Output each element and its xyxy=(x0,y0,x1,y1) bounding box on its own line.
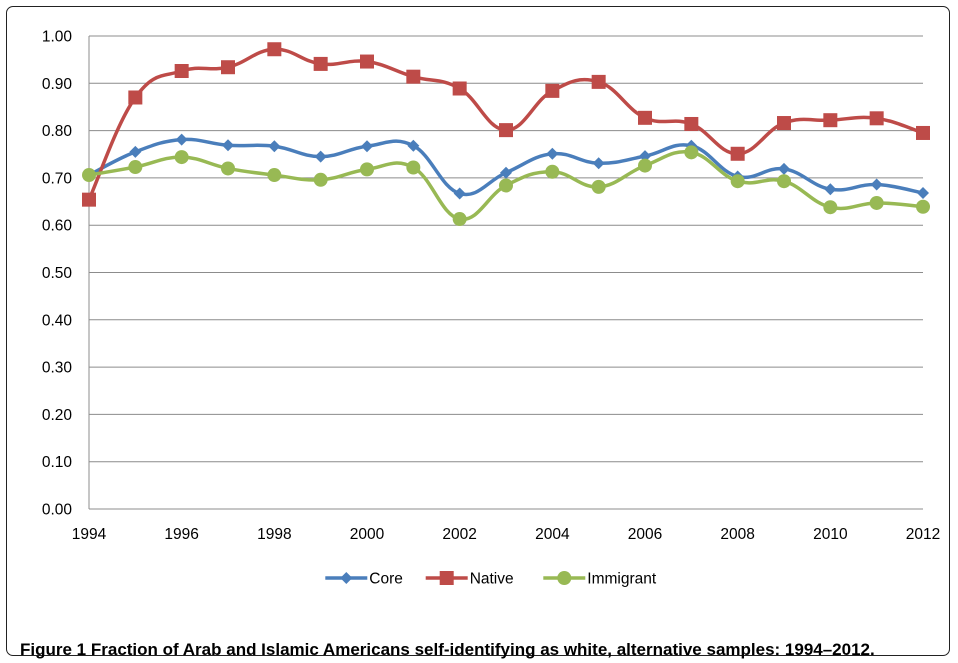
data-point-immigrant xyxy=(267,168,282,183)
y-tick-labels: 0.00 0.10 0.20 0.30 0.40 0.50 0.60 0.70 0.80 0.90… xyxy=(42,29,73,519)
legend-label-core: Core xyxy=(369,571,403,588)
x-tick-labels: 1994 1996 1998 2000 2002 2004 2006 2008 2010 2012 xyxy=(72,526,940,543)
y-tick-label: 0.20 xyxy=(42,407,73,424)
data-point-native xyxy=(267,42,282,57)
legend-marker-immigrant xyxy=(557,571,572,585)
data-point-native xyxy=(452,81,467,96)
line-chart: 0.00 0.10 0.20 0.30 0.40 0.50 0.60 0.70 0.80 0.90… xyxy=(42,29,940,588)
data-point-immigrant xyxy=(452,212,467,227)
data-point-core xyxy=(639,150,651,163)
data-point-core xyxy=(500,166,512,179)
x-tick-label: 2004 xyxy=(535,526,570,543)
figure-caption: Figure 1 Fraction of Arab and Islamic Am… xyxy=(20,637,920,663)
data-point-immigrant xyxy=(128,160,143,175)
y-tick-label: 0.70 xyxy=(42,170,73,187)
data-point-core xyxy=(824,183,837,196)
data-point-core xyxy=(917,187,929,200)
data-point-immigrant xyxy=(916,199,930,214)
x-tick-label: 2002 xyxy=(442,526,476,543)
data-point-core xyxy=(361,140,373,153)
data-point-immigrant xyxy=(221,161,235,176)
data-point-core xyxy=(592,157,605,170)
legend-label-native: Native xyxy=(470,571,514,588)
figure-frame xyxy=(6,6,950,656)
data-point-immigrant xyxy=(499,178,513,193)
data-point-immigrant xyxy=(545,164,560,179)
data-point-immigrant xyxy=(638,158,652,173)
y-tick-label: 0.00 xyxy=(42,502,73,519)
data-point-native xyxy=(174,64,189,79)
x-tick-label: 1998 xyxy=(257,526,291,543)
gridlines xyxy=(89,35,923,463)
data-point-native xyxy=(360,54,374,69)
data-point-native xyxy=(591,74,606,89)
axes xyxy=(88,36,923,510)
y-tick-label: 0.80 xyxy=(42,123,73,140)
x-tick-label: 1996 xyxy=(164,526,198,543)
data-point-native xyxy=(916,125,930,140)
data-point-native xyxy=(730,146,745,161)
legend: Core Native Immigrant xyxy=(325,571,657,588)
series-markers xyxy=(82,42,930,227)
data-point-immigrant xyxy=(174,150,189,165)
data-point-core xyxy=(870,178,883,191)
data-point-immigrant xyxy=(82,168,96,183)
x-tick-label: 2010 xyxy=(813,526,848,543)
y-tick-label: 0.60 xyxy=(42,218,73,235)
caption-text: Fraction of Arab and Islamic Americans s… xyxy=(90,640,875,659)
data-point-native xyxy=(638,110,652,125)
data-point-native xyxy=(777,116,791,131)
x-tick-label: 2000 xyxy=(350,526,385,543)
x-tick-label: 1994 xyxy=(72,526,107,543)
y-tick-label: 0.40 xyxy=(42,312,73,329)
data-point-core xyxy=(314,150,327,163)
legend-marker-core xyxy=(340,572,353,584)
y-tick-label: 0.90 xyxy=(42,76,73,93)
data-point-native xyxy=(499,123,513,138)
y-tick-label: 0.50 xyxy=(42,265,73,282)
data-point-immigrant xyxy=(406,160,421,175)
y-tick-label: 0.30 xyxy=(42,360,73,377)
x-tick-label: 2012 xyxy=(906,526,940,543)
data-point-core xyxy=(778,162,790,175)
data-point-immigrant xyxy=(684,145,699,160)
data-point-native xyxy=(545,83,560,98)
data-point-native xyxy=(221,60,235,75)
caption-label: Figure 1 xyxy=(20,640,87,659)
data-point-core xyxy=(268,140,281,153)
data-point-native xyxy=(128,90,143,105)
data-point-immigrant xyxy=(591,179,606,194)
data-point-immigrant xyxy=(360,162,374,177)
y-tick-label: 0.10 xyxy=(42,454,73,471)
data-point-native xyxy=(406,69,421,84)
data-point-immigrant xyxy=(777,174,791,189)
data-point-core xyxy=(175,133,188,146)
data-point-native xyxy=(313,56,328,71)
data-point-core xyxy=(407,139,420,152)
data-point-native xyxy=(823,113,838,128)
data-point-native xyxy=(82,192,96,207)
y-tick-label: 1.00 xyxy=(42,29,73,46)
data-point-immigrant xyxy=(730,174,745,189)
data-point-core xyxy=(222,139,234,152)
data-point-core xyxy=(453,187,466,200)
data-point-native xyxy=(869,111,884,126)
data-point-core xyxy=(129,145,142,158)
data-point-core xyxy=(546,147,559,160)
legend-marker-native xyxy=(439,571,454,585)
data-point-native xyxy=(684,116,699,131)
legend-label-immigrant: Immigrant xyxy=(587,571,657,588)
data-point-immigrant xyxy=(869,195,884,210)
data-point-immigrant xyxy=(823,200,838,215)
data-point-immigrant xyxy=(313,172,328,187)
x-tick-label: 2006 xyxy=(628,526,662,543)
x-tick-label: 2008 xyxy=(720,526,754,543)
